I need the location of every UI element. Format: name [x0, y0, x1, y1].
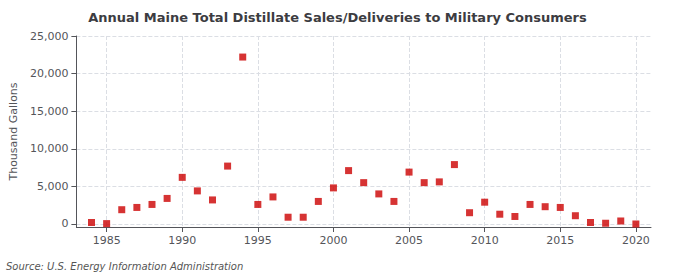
svg-text:2005: 2005	[395, 234, 423, 247]
svg-text:5,000: 5,000	[37, 180, 69, 193]
svg-text:Thousand Gallons: Thousand Gallons	[7, 82, 20, 181]
svg-text:1995: 1995	[244, 234, 272, 247]
svg-text:2020: 2020	[622, 234, 650, 247]
svg-text:1985: 1985	[93, 234, 121, 247]
svg-text:2000: 2000	[319, 234, 347, 247]
svg-text:25,000: 25,000	[30, 30, 69, 43]
svg-text:0: 0	[61, 217, 68, 230]
svg-text:10,000: 10,000	[30, 142, 69, 155]
svg-text:Annual Maine Total Distillate: Annual Maine Total Distillate Sales/Deli…	[88, 10, 587, 25]
svg-text:2015: 2015	[546, 234, 574, 247]
svg-text:15,000: 15,000	[30, 105, 69, 118]
svg-text:2010: 2010	[471, 234, 499, 247]
svg-text:1990: 1990	[168, 234, 196, 247]
svg-text:Source: U.S. Energy Informatio: Source: U.S. Energy Information Administ…	[6, 261, 243, 272]
svg-text:20,000: 20,000	[30, 67, 69, 80]
